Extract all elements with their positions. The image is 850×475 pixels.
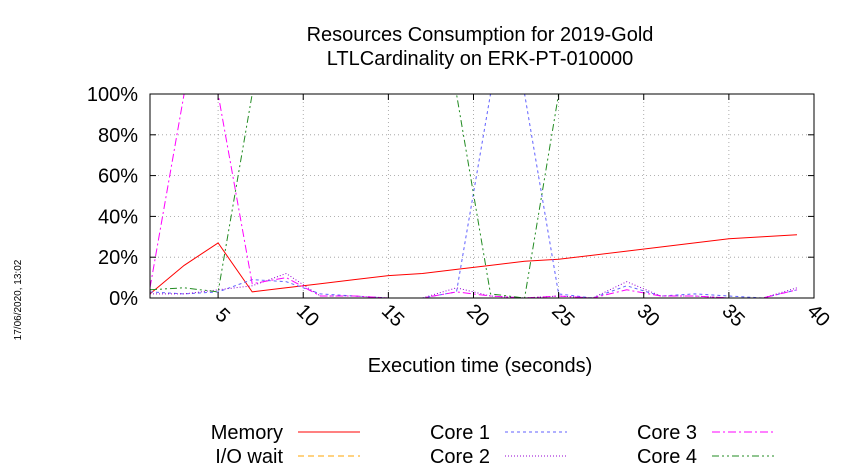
x-tick-label: 30	[632, 300, 663, 331]
chart-title-line-1: Resources Consumption for 2019-Gold	[307, 24, 654, 46]
series-line-3	[150, 272, 798, 299]
x-tick-label: 40	[803, 300, 834, 331]
series-line-4	[149, 93, 798, 299]
x-axis: 5 10 15 20 25 30 35 40	[211, 94, 834, 331]
y-tick-label: 0%	[109, 288, 138, 310]
legend-label: I/O wait	[215, 446, 283, 468]
x-tick-label: 20	[462, 300, 493, 331]
legend-label: Memory	[211, 422, 283, 444]
x-tick-label: 35	[717, 300, 748, 331]
y-tick-label: 80%	[98, 125, 138, 147]
x-tick-label: 15	[377, 300, 408, 331]
x-axis-label: Execution time (seconds)	[368, 355, 593, 377]
x-tick-label: 5	[211, 304, 234, 327]
series-line-2	[149, 93, 798, 299]
x-tick-label: 10	[292, 300, 323, 331]
timestamp-label: 17/06/2020, 13:02	[13, 259, 24, 340]
y-axis: 0% 20% 40% 60% 80% 100%	[87, 84, 814, 310]
y-tick-label: 20%	[98, 247, 138, 269]
plot-frame	[149, 93, 815, 299]
series-line-0	[149, 234, 798, 295]
y-tick-label: 40%	[98, 206, 138, 228]
legend-label: Core 4	[637, 446, 697, 468]
legend-label: Core 1	[430, 422, 490, 444]
chart-title-line-2: LTLCardinality on ERK-PT-010000	[327, 48, 633, 70]
y-tick-label: 100%	[87, 84, 138, 106]
y-tick-label: 60%	[98, 166, 138, 188]
legend-label: Core 2	[430, 446, 490, 468]
legend-label: Core 3	[637, 422, 697, 444]
series-lines	[149, 93, 798, 299]
x-tick-label: 25	[547, 300, 578, 331]
